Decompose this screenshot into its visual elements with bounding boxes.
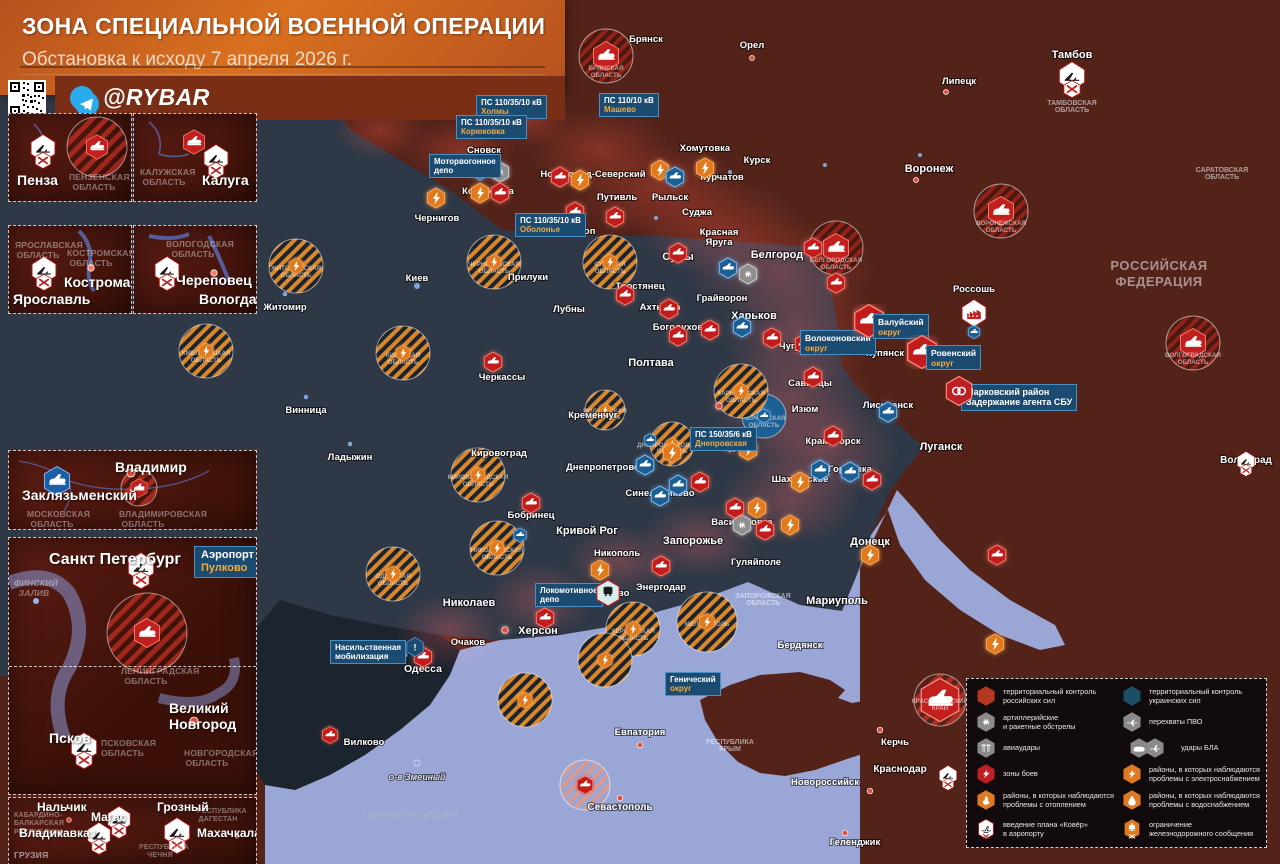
svg-text:Черкассы: Черкассы [479,372,525,383]
svg-text:Брянск: Брянск [629,34,663,45]
svg-text:Хомутовка: Хомутовка [680,143,731,154]
svg-text:Керчь: Керчь [881,737,909,748]
svg-text:Россошь: Россошь [953,284,995,295]
svg-text:Мариуполь: Мариуполь [806,595,868,607]
svg-text:Суджа: Суджа [682,207,713,218]
svg-text:Тамбов: Тамбов [1052,49,1093,61]
svg-text:Курск: Курск [744,155,771,166]
svg-text:Липецк: Липецк [942,76,976,87]
svg-text:Краснодар: Краснодар [873,764,926,775]
svg-text:о-в Змеиный: о-в Змеиный [389,772,446,783]
svg-text:Очаков: Очаков [451,637,486,648]
svg-text:Кременчуг: Кременчуг [568,410,618,421]
svg-text:Черное море: Черное море [362,808,459,823]
svg-text:Николаев: Николаев [443,597,496,609]
svg-text:Энергодар: Энергодар [636,582,686,593]
svg-text:Запорожскаяобласть: Запорожская область [735,593,790,607]
svg-text:Грайворон: Грайворон [697,293,748,304]
svg-text:Никополь: Никополь [594,548,640,559]
svg-text:Новороссийск: Новороссийск [791,777,859,788]
svg-text:Воронеж: Воронеж [905,163,954,175]
svg-text:Житомир: Житомир [262,302,306,313]
svg-text:Херсон: Херсон [518,625,558,637]
svg-text:Лубны: Лубны [553,304,585,315]
svg-text:Киев: Киев [406,273,429,284]
svg-text:Саратовскаяобласть: Саратовская область [1196,167,1248,181]
svg-text:Кривой Рог: Кривой Рог [556,525,618,537]
svg-text:Днепропетровск: Днепропетровск [566,462,644,473]
svg-text:Брянскаяобласть: Брянская область [588,65,624,79]
svg-text:Тамбовскаяобласть: Тамбовская область [1047,100,1096,114]
svg-text:Ладыжин: Ладыжин [328,452,373,463]
svg-text:Бердянск: Бердянск [777,640,822,651]
svg-text:Севастополь: Севастополь [587,802,652,813]
svg-text:Рыльск: Рыльск [652,192,689,203]
svg-text:Винница: Винница [285,405,327,416]
svg-text:Кировоград: Кировоград [471,448,527,459]
svg-text:РеспубликаКрым: Республика Крым [706,739,754,753]
svg-text:Орел: Орел [740,40,765,51]
svg-text:Путивль: Путивль [597,192,637,203]
svg-text:Прилуки: Прилуки [508,272,548,283]
svg-text:Запорожье: Запорожье [663,535,723,547]
svg-text:Белгород: Белгород [751,249,803,261]
svg-text:Геленджик: Геленджик [830,837,881,848]
svg-text:Вилково: Вилково [344,737,385,748]
svg-text:Изюм: Изюм [792,404,819,415]
svg-text:Луганск: Луганск [920,441,963,453]
svg-text:Полтава: Полтава [628,357,674,369]
svg-text:Гуляйполе: Гуляйполе [731,557,781,568]
svg-text:Евпатория: Евпатория [615,727,666,738]
svg-text:Чернигов: Чернигов [415,213,460,224]
